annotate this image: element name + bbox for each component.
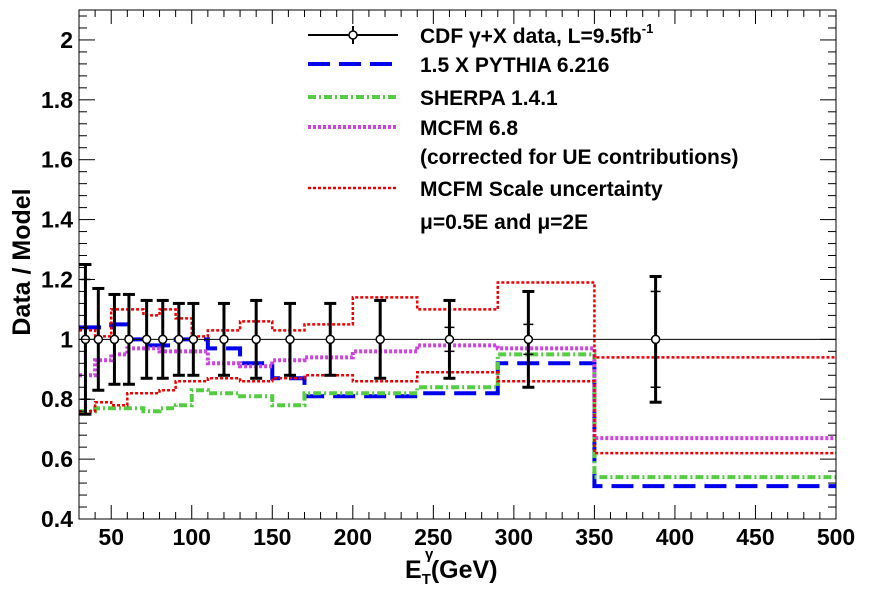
data-point bbox=[122, 292, 135, 386]
x-axis-title-main: E bbox=[405, 556, 422, 584]
x-axis-title-sub: T bbox=[422, 571, 431, 584]
data-marker bbox=[109, 334, 120, 345]
data-marker bbox=[251, 334, 261, 345]
y-tick-label: 0.8 bbox=[41, 386, 73, 412]
data-marker bbox=[650, 334, 661, 345]
x-tick-label: 400 bbox=[656, 524, 694, 550]
legend-marker-data bbox=[348, 30, 358, 40]
data-point bbox=[324, 301, 337, 377]
legend-label-sherpa: SHERPA 1.4.1 bbox=[420, 87, 558, 110]
data-point bbox=[250, 298, 263, 380]
data-point bbox=[522, 289, 535, 389]
data-marker bbox=[141, 334, 152, 345]
data-point bbox=[156, 298, 169, 380]
y-tick-label: 1.2 bbox=[41, 266, 73, 292]
series-mcfm bbox=[79, 343, 836, 441]
series-layer bbox=[79, 281, 836, 489]
legend-label-mcfm-note: (corrected for UE contributions) bbox=[420, 146, 739, 169]
data-point bbox=[649, 274, 662, 404]
data-marker bbox=[158, 334, 168, 345]
y-tick-label: 1 bbox=[60, 326, 73, 352]
data-marker bbox=[523, 334, 534, 345]
data-marker bbox=[325, 334, 336, 345]
x-axis-title: ET(GeV) bbox=[405, 556, 498, 584]
legend-entry-pythia: 1.5 X PYTHIA 6.216 bbox=[308, 54, 609, 77]
data-point bbox=[283, 301, 296, 377]
legend-label-scale-note: μ=0.5E and μ=2E bbox=[420, 211, 588, 234]
x-axis-title-rest: (GeV) bbox=[431, 556, 498, 584]
series-scale_hi bbox=[79, 281, 836, 359]
data-point bbox=[92, 286, 105, 392]
legend-label-pythia: 1.5 X PYTHIA 6.216 bbox=[420, 54, 609, 77]
series-pythia bbox=[79, 322, 836, 489]
x-axis-title-sup: γ bbox=[425, 546, 434, 563]
x-tick-label: 500 bbox=[817, 524, 855, 550]
x-tick-label: 350 bbox=[575, 524, 613, 550]
x-tick-label: 150 bbox=[253, 524, 291, 550]
legend-label-data: CDF γ+X data, L=9.5fb-1 bbox=[420, 21, 653, 48]
y-tick-label: 2 bbox=[60, 27, 73, 53]
legend-entry-sherpa: SHERPA 1.4.1 bbox=[308, 87, 558, 110]
data-point bbox=[187, 301, 200, 377]
x-tick-label: 50 bbox=[98, 524, 124, 550]
x-tick-label: 250 bbox=[414, 524, 452, 550]
data-point bbox=[140, 298, 153, 380]
legend-entry-mcfm: MCFM 6.8 (corrected for UE contributions… bbox=[308, 117, 739, 169]
legend: CDF γ+X data, L=9.5fb-1 1.5 X PYTHIA 6.2… bbox=[308, 21, 739, 234]
y-tick-label: 1.6 bbox=[41, 147, 73, 173]
legend-label-mcfm: MCFM 6.8 bbox=[420, 117, 518, 140]
data-point bbox=[108, 292, 121, 386]
data-marker bbox=[375, 334, 385, 345]
data-marker bbox=[444, 334, 455, 345]
data-marker bbox=[219, 334, 229, 345]
x-tick-label: 100 bbox=[173, 524, 211, 550]
data-point bbox=[374, 298, 387, 380]
y-tick-label: 1.4 bbox=[41, 207, 73, 233]
y-tick-label: 0.4 bbox=[41, 506, 73, 532]
axes-layer: 50 100 150 200 250 300 350 400 450 500 0.4 0.6 0.8 1 1… bbox=[41, 10, 855, 550]
data-marker bbox=[285, 334, 295, 345]
y-tick-label: 1.8 bbox=[41, 87, 73, 113]
data-marker bbox=[174, 334, 184, 345]
series-scale_lo bbox=[79, 371, 836, 455]
x-tick-label: 300 bbox=[495, 524, 533, 550]
x-tick-label: 200 bbox=[334, 524, 372, 550]
y-axis-title: Data / Model bbox=[8, 188, 36, 335]
data-marker bbox=[93, 334, 104, 345]
legend-entry-scale: MCFM Scale uncertainty μ=0.5E and μ=2E bbox=[308, 178, 663, 234]
y-tick-label: 0.6 bbox=[41, 446, 73, 472]
x-tick-label: 450 bbox=[736, 524, 774, 550]
legend-label-data-text: CDF γ+X data, L=9.5fb bbox=[420, 25, 642, 48]
data-point bbox=[172, 301, 185, 377]
data-layer bbox=[79, 263, 836, 416]
data-point bbox=[217, 301, 230, 377]
legend-label-data-sup: -1 bbox=[642, 21, 654, 36]
plot-frame bbox=[78, 9, 837, 520]
data-marker bbox=[188, 334, 199, 345]
legend-entry-data: CDF γ+X data, L=9.5fb-1 bbox=[308, 21, 653, 48]
data-point bbox=[443, 298, 456, 380]
data-marker bbox=[124, 334, 134, 345]
legend-label-scale: MCFM Scale uncertainty bbox=[420, 178, 663, 201]
